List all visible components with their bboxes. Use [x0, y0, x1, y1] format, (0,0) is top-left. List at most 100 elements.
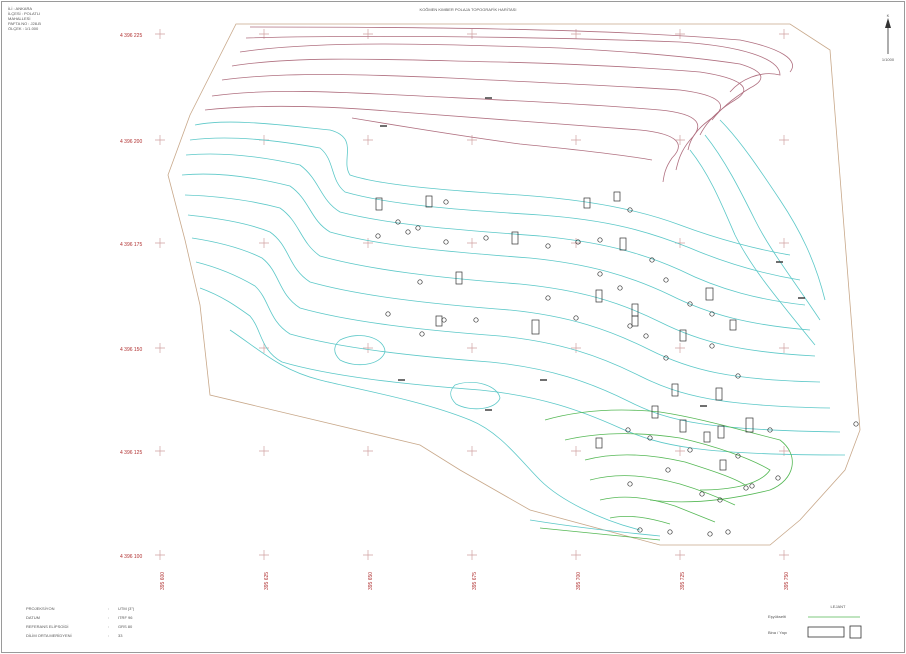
- building-footprint: [703, 431, 711, 443]
- tree-marker: [597, 237, 603, 243]
- building-footprint: [595, 437, 603, 449]
- grid-cross: [363, 135, 373, 145]
- tree-marker: [627, 207, 633, 213]
- grid-cross: [675, 550, 685, 560]
- north-label: K: [887, 13, 890, 18]
- grid-cross: [571, 135, 581, 145]
- easting-label: 395 600: [160, 572, 166, 590]
- tree-marker: [709, 311, 715, 317]
- tree-marker: [443, 199, 449, 205]
- grid-cross: [467, 550, 477, 560]
- tree-marker: [385, 311, 391, 317]
- parcel-boundary: [167, 23, 861, 546]
- northing-label: 4 396 200: [120, 139, 142, 145]
- easting-label: 395 700: [576, 572, 582, 590]
- tree-marker: [667, 529, 673, 535]
- building-footprint: [631, 315, 639, 327]
- grid-cross: [259, 446, 269, 456]
- building-footprint: [679, 329, 687, 342]
- tree-marker: [627, 481, 633, 487]
- tree-marker: [665, 467, 671, 473]
- grid-cross: [779, 29, 789, 39]
- easting-label: 395 675: [472, 572, 478, 590]
- tree-marker: [707, 531, 713, 537]
- tree-marker: [709, 343, 715, 349]
- tree-marker: [687, 301, 693, 307]
- tree-marker: [395, 219, 401, 225]
- tree-marker: [699, 491, 705, 497]
- contours-low: [539, 409, 793, 541]
- map-title: KOĞMEN KIMBER POLAJA TOPOGRAFİK HARİTASI: [420, 7, 517, 12]
- grid-cross: [779, 343, 789, 353]
- grid-cross: [363, 550, 373, 560]
- grid-cross: [779, 135, 789, 145]
- info-value: ITRF 96: [118, 615, 133, 620]
- northing-label: 4 396 225: [120, 33, 142, 39]
- tree-marker: [735, 453, 741, 459]
- north-arrow-icon: K 1/1000: [882, 13, 895, 62]
- structures: [375, 97, 859, 537]
- tree-marker: [473, 317, 479, 323]
- northing-label: 4 396 125: [120, 450, 142, 456]
- tree-marker: [443, 239, 449, 245]
- tree-marker: [717, 497, 723, 503]
- grid-cross: [571, 446, 581, 456]
- tree-marker: [749, 483, 755, 489]
- header-line: PAFTA NO : J28-B: [8, 21, 41, 26]
- header-line: İLÇESİ : POLATLI: [8, 11, 40, 16]
- building-footprint: [719, 459, 727, 471]
- building-footprint: [595, 289, 603, 303]
- grid-cross: [155, 238, 165, 248]
- tree-marker: [573, 315, 579, 321]
- legend-contour-label: Eşyükselti: [768, 614, 786, 619]
- easting-label: 395 725: [680, 572, 686, 590]
- building-footprint: [425, 195, 433, 208]
- tree-marker: [545, 243, 551, 249]
- tree-marker: [663, 355, 669, 361]
- grid-cross: [155, 29, 165, 39]
- building-footprint: [511, 231, 519, 245]
- building-footprint: [531, 319, 540, 335]
- tree-marker: [637, 527, 643, 533]
- tree-marker: [643, 333, 649, 339]
- building-footprint: [651, 405, 659, 419]
- tree-marker: [775, 475, 781, 481]
- legend-title: LEJANT: [831, 604, 846, 609]
- info-label: DATUM: [26, 615, 40, 620]
- grid-cross: [259, 238, 269, 248]
- grid-cross: [467, 343, 477, 353]
- building-footprint: [613, 191, 621, 202]
- tree-marker: [625, 427, 631, 433]
- easting-label: 395 650: [368, 572, 374, 590]
- grid-cross: [155, 550, 165, 560]
- grid-cross: [467, 446, 477, 456]
- tree-marker: [419, 331, 425, 337]
- northing-label: 4 396 175: [120, 242, 142, 248]
- header-line: İLİ : ANKARA: [8, 6, 32, 11]
- tree-marker: [767, 427, 773, 433]
- building-footprint: [583, 197, 591, 209]
- grid-cross: [675, 29, 685, 39]
- easting-label: 395 625: [264, 572, 270, 590]
- grid-cross: [467, 29, 477, 39]
- grid-cross: [571, 343, 581, 353]
- contours-high: [204, 26, 793, 183]
- tree-marker: [597, 271, 603, 277]
- tree-marker: [617, 285, 623, 291]
- tree-marker: [647, 435, 653, 441]
- tree-marker: [735, 373, 741, 379]
- building-footprint: [619, 237, 627, 251]
- tree-marker: [405, 229, 411, 235]
- tree-marker: [725, 529, 731, 535]
- tree-marker: [853, 421, 859, 427]
- info-colon: :: [108, 633, 109, 638]
- grid-cross: [675, 135, 685, 145]
- building-footprint: [671, 383, 679, 397]
- grid-cross: [779, 550, 789, 560]
- legend: LEJANT Eşyükselti Bina / Yapı: [768, 604, 862, 639]
- grid-cross: [155, 135, 165, 145]
- building-footprint: [715, 387, 723, 401]
- grid-cross: [155, 446, 165, 456]
